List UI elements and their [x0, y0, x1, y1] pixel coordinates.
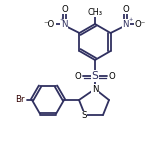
Text: N: N: [92, 84, 98, 93]
Text: O: O: [61, 5, 68, 13]
Text: O⁻: O⁻: [135, 19, 146, 29]
Text: +: +: [59, 17, 64, 22]
Text: O: O: [75, 72, 81, 81]
Text: O: O: [109, 72, 115, 81]
Text: ⁻O: ⁻O: [44, 19, 55, 29]
Text: N: N: [61, 19, 68, 29]
Text: Br: Br: [15, 96, 25, 105]
Text: N: N: [122, 19, 129, 29]
Text: S: S: [92, 71, 98, 81]
Text: +: +: [129, 17, 133, 22]
Text: CH₃: CH₃: [88, 8, 102, 16]
Text: O: O: [122, 5, 129, 13]
Text: S: S: [81, 111, 87, 121]
